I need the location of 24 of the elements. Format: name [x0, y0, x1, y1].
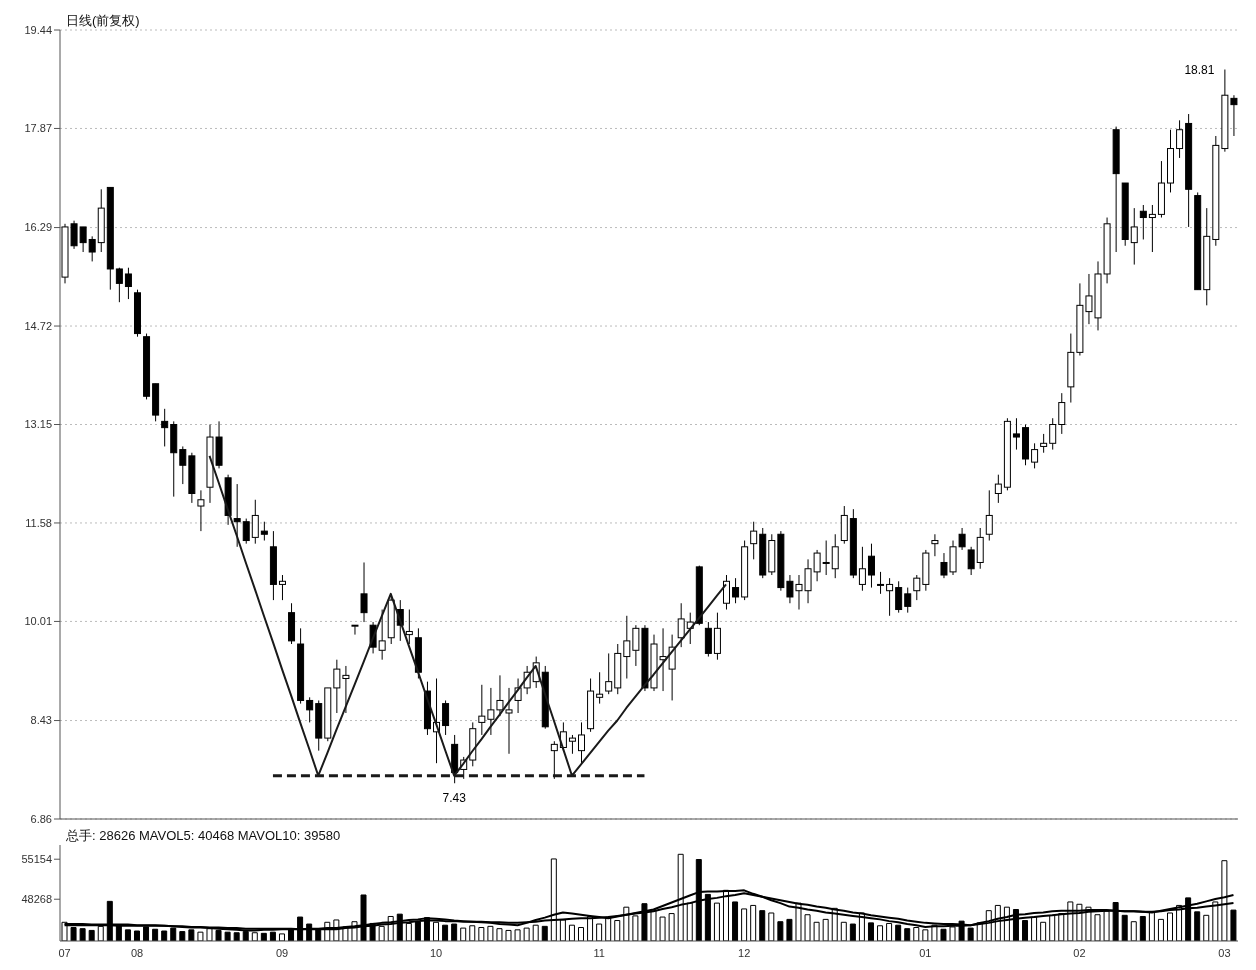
y-tick-label: 16.29	[24, 221, 52, 234]
chart-title: 总手: 28626 MAVOL5: 40468 MAVOL10: 39580	[66, 827, 341, 845]
y-tick-label: 13.15	[24, 418, 52, 431]
x-tick-label: 01	[919, 946, 932, 959]
y-tick-label: 8.43	[30, 714, 52, 727]
y-tick-label: 48268	[21, 893, 52, 906]
y-tick-label: 17.87	[24, 122, 52, 135]
annotation: 18.81	[1184, 62, 1215, 77]
chart-title: 日线(前复权)	[66, 12, 140, 30]
y-tick-label: 10.01	[24, 615, 52, 628]
x-tick-label: 11	[593, 946, 605, 959]
x-tick-label: 09	[275, 946, 289, 959]
x-tick-label: 02	[1073, 946, 1086, 959]
x-tick-label: 08	[130, 946, 144, 959]
annotation: 7.43	[442, 790, 467, 805]
y-tick-label: 19.44	[24, 23, 52, 36]
y-tick-label: 6.86	[30, 812, 52, 825]
y-tick-label: 11.58	[25, 516, 52, 529]
x-tick-label: 10	[429, 946, 443, 959]
x-tick-label: 07	[58, 946, 71, 959]
x-tick-label: 03	[1218, 946, 1231, 959]
y-tick-label: 14.72	[24, 319, 52, 332]
x-tick-label: 12	[738, 946, 751, 959]
y-tick-label: 55154	[21, 853, 52, 866]
